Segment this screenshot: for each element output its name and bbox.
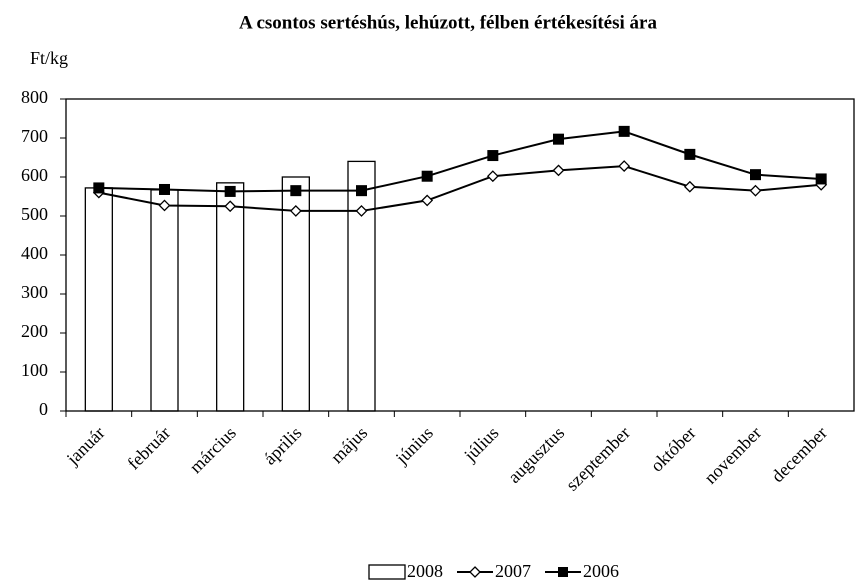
point [356, 185, 367, 197]
point [159, 183, 170, 195]
legend-swatch [368, 564, 406, 580]
point [815, 173, 827, 185]
point [158, 199, 171, 212]
point [93, 182, 105, 194]
legend-marker [469, 566, 481, 578]
legend-label: 2008 [407, 561, 443, 581]
x-tick-label: augusztus [504, 423, 568, 487]
y-tick-label: 400 [21, 243, 48, 263]
y-axis-label: Ft/kg [30, 48, 68, 68]
line [98, 165, 822, 212]
x-tick-label: június [391, 423, 437, 469]
bar [347, 160, 376, 412]
bar [281, 176, 310, 412]
plot-frame [65, 98, 855, 412]
line [98, 130, 822, 193]
x-tick-label: április [260, 423, 306, 469]
y-tick-label: 100 [21, 360, 48, 380]
point [421, 170, 433, 182]
y-tick-label: 300 [21, 282, 48, 302]
bar [216, 182, 245, 412]
point [355, 205, 368, 217]
point [486, 170, 499, 183]
point [553, 133, 564, 145]
point [749, 184, 762, 197]
point [552, 164, 565, 177]
x-tick-label: július [459, 423, 502, 466]
x-tick-label: szeptember [562, 423, 634, 495]
point [224, 185, 236, 197]
point [618, 125, 630, 137]
y-tick-label: 500 [21, 204, 48, 224]
y-tick-label: 600 [21, 165, 48, 185]
x-tick-label: október [647, 423, 700, 476]
point [290, 185, 302, 197]
x-tick-label: február [123, 423, 174, 474]
y-tick-label: 200 [21, 321, 48, 341]
bar [150, 189, 179, 412]
legend-marker [558, 567, 568, 577]
x-tick-label: május [327, 423, 372, 468]
point [487, 150, 499, 162]
legend-label: 2006 [583, 561, 619, 581]
chart-title: A csontos sertéshús, lehúzott, félben ér… [239, 12, 657, 33]
point [683, 180, 696, 193]
y-tick-label: 0 [39, 399, 48, 419]
y-tick-label: 700 [21, 126, 48, 146]
point [224, 200, 237, 213]
point [618, 160, 631, 172]
legend-label: 2007 [495, 561, 531, 581]
x-tick-label: november [700, 423, 765, 488]
bar [84, 187, 113, 412]
point [750, 169, 761, 181]
point [421, 194, 434, 207]
x-tick-label: december [767, 423, 831, 487]
x-tick-label: január [62, 423, 109, 470]
x-tick-label: március [185, 423, 239, 477]
point [289, 205, 302, 217]
point [684, 148, 696, 160]
y-tick-label: 800 [21, 87, 48, 107]
